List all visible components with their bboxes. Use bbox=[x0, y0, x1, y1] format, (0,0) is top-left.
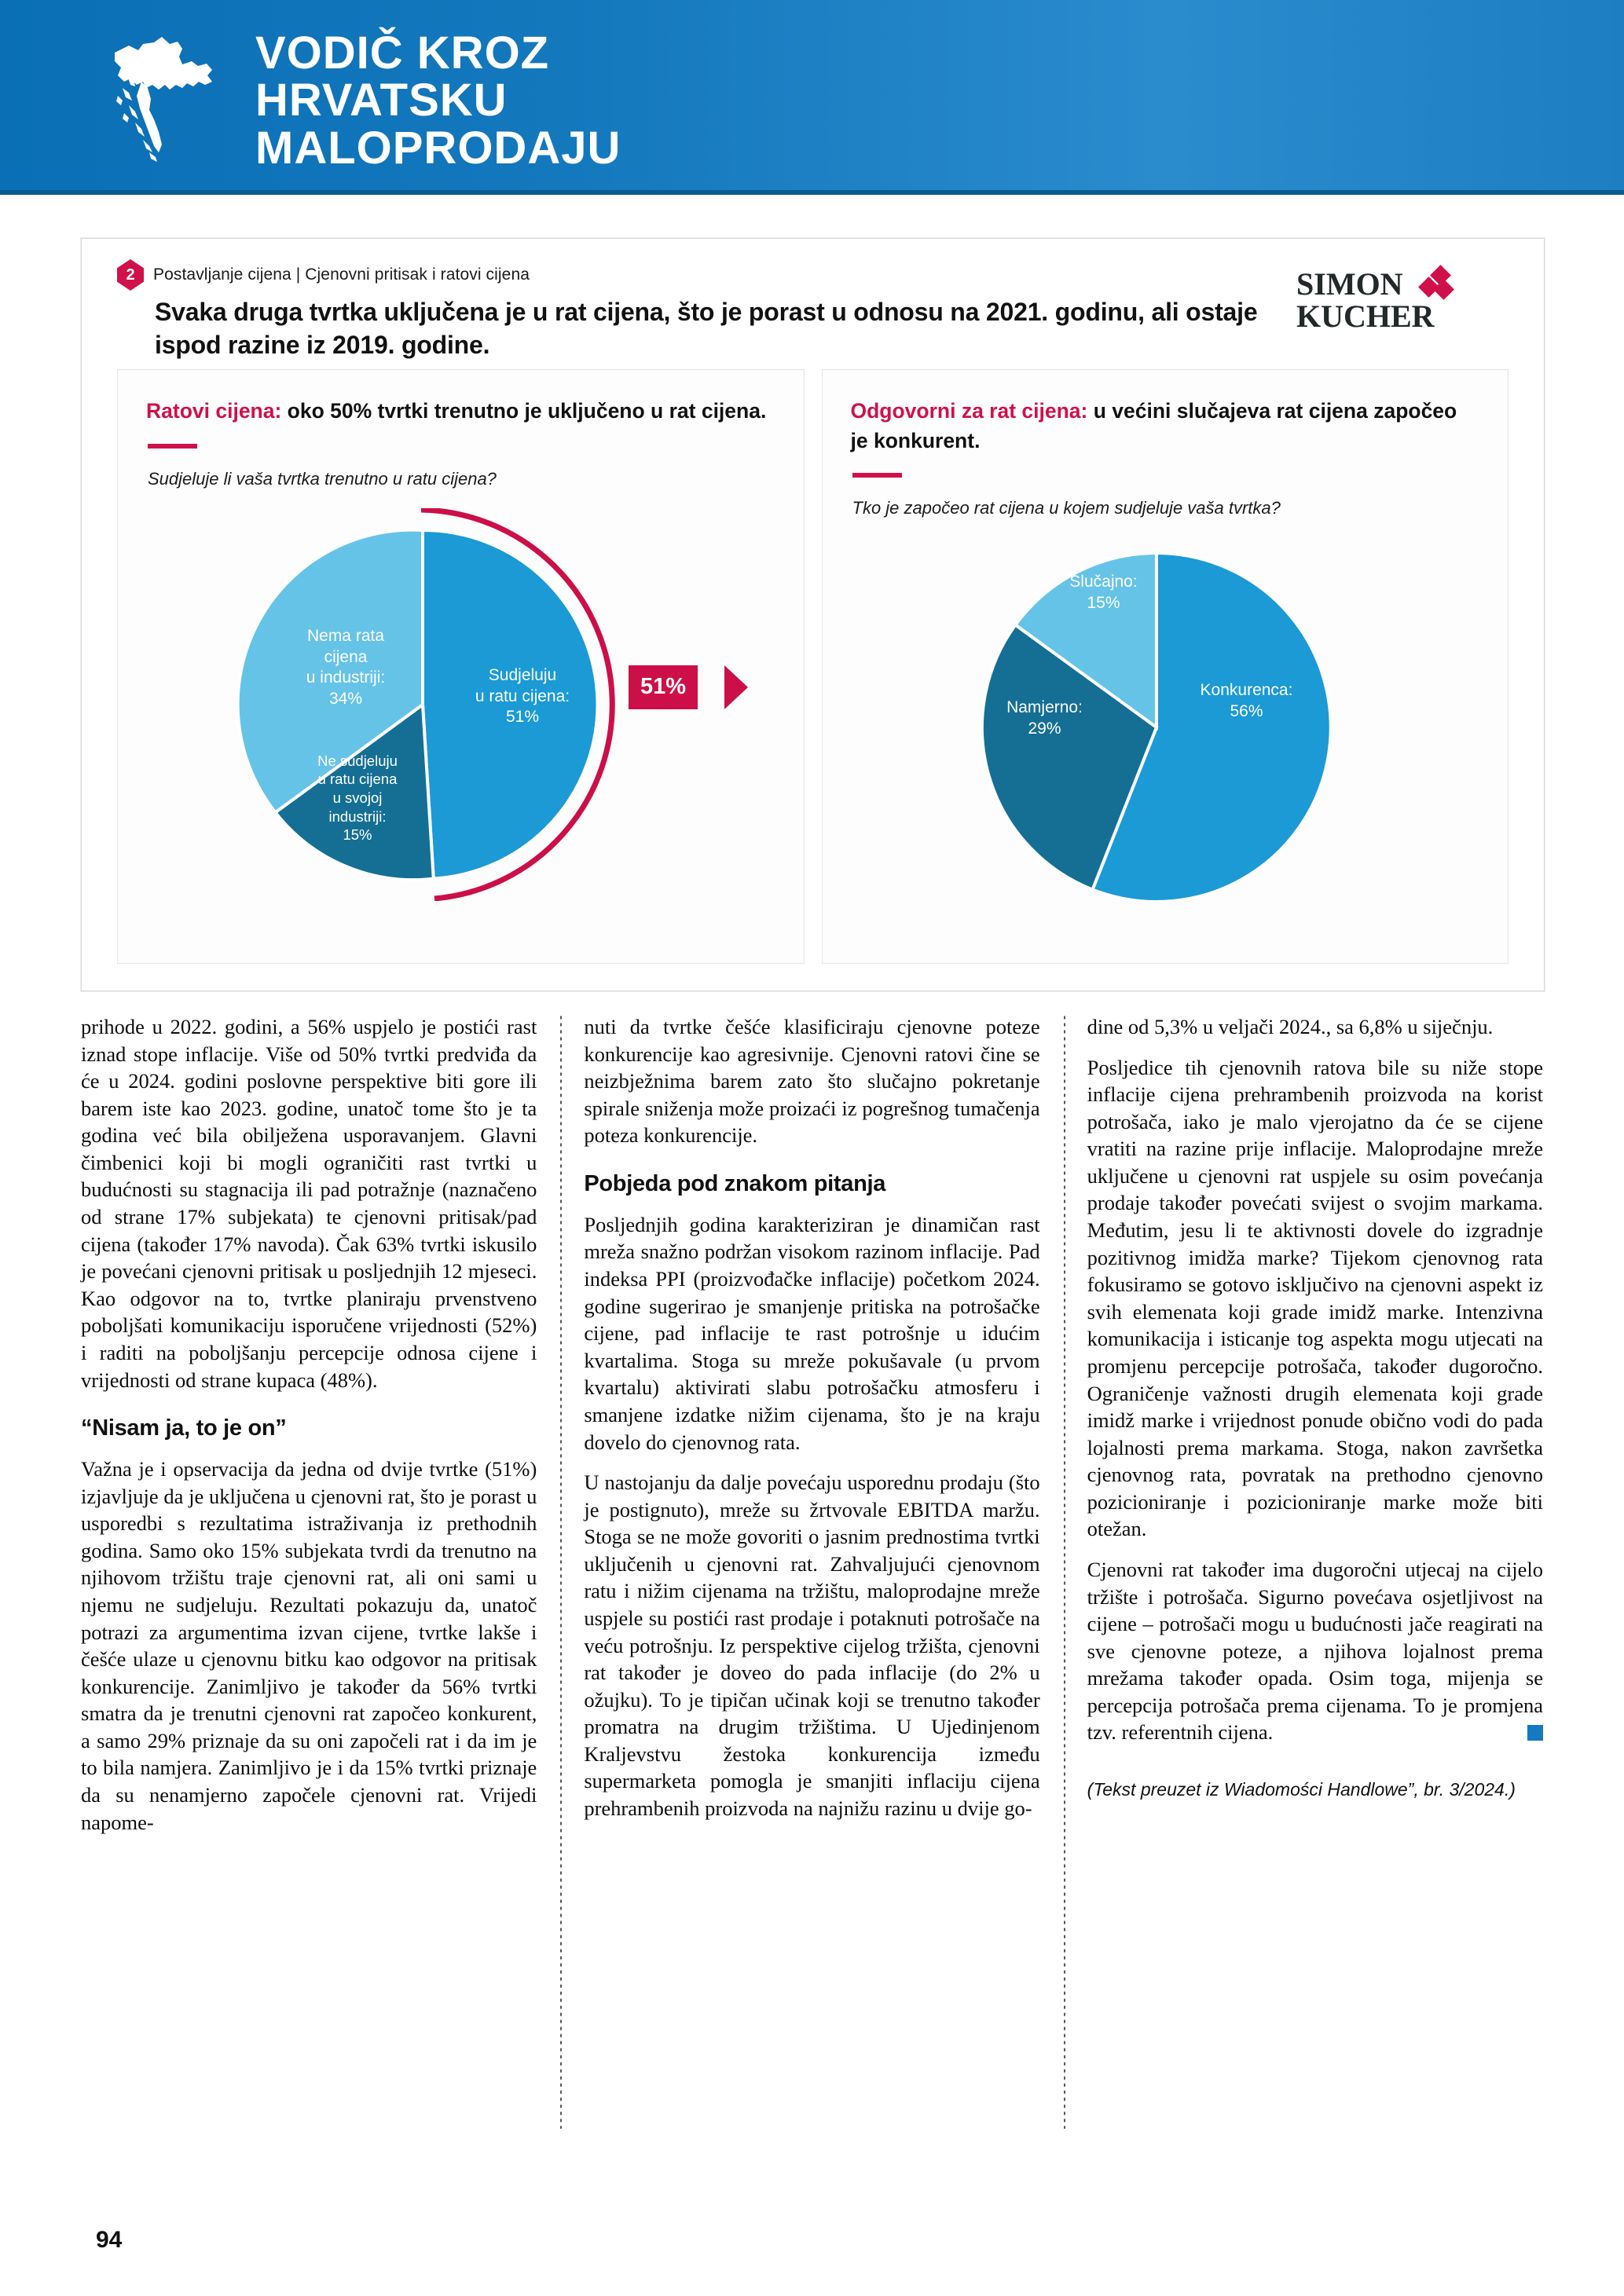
panel-right-question: Tko je započeo rat cijena u kojem sudjel… bbox=[852, 498, 1281, 518]
logo-line-1: SIMON bbox=[1296, 266, 1403, 302]
pie-chart-right: Konkurenca: 56% Namjerno: 29% Slučajno: 15% bbox=[823, 523, 1509, 963]
diamond-mark-icon bbox=[1413, 265, 1454, 301]
paragraph: prihode u 2022. godini, a 56% uspjelo je… bbox=[81, 1015, 537, 1392]
end-of-article-mark bbox=[1527, 1725, 1543, 1741]
article-column-3: dine od 5,3% u veljači 2024., sa 6,8% u … bbox=[1063, 1013, 1543, 2215]
panel-left-title-accent: Ratovi cijena: bbox=[146, 399, 282, 423]
croatia-map-icon bbox=[94, 27, 232, 164]
article-credit: (Tekst preuzet iz Wiadomości Handlowe”, … bbox=[1087, 1779, 1516, 1800]
callout-arrow-icon bbox=[724, 665, 748, 709]
article-body: prihode u 2022. godini, a 56% uspjelo je… bbox=[81, 1013, 1543, 2215]
pie-chart-left: Sudjeluju u ratu cijena: 51% Nema rata cije… bbox=[118, 494, 804, 934]
panel-left-title: Ratovi cijena: oko 50% tvrtki trenutno j… bbox=[146, 397, 775, 427]
card-headline: Svaka druga tvrtka uključena je u rat ci… bbox=[155, 298, 1258, 360]
banner-bottom-rule bbox=[0, 190, 1624, 195]
panel-right-title-rest: u većini slučajeva rat cijena započeo je… bbox=[850, 399, 1457, 452]
breadcrumb-label: Postavljanje cijena | Cjenovni pritisak … bbox=[153, 265, 530, 284]
article-column-2: nuti da tvrtke češće klasificiraju cjeno… bbox=[560, 1013, 1040, 2215]
paragraph: dine od 5,3% u veljači 2024., sa 6,8% u … bbox=[1087, 1015, 1494, 1038]
simon-kucher-logo: SIMON KUCHER bbox=[1296, 265, 1509, 334]
banner-title: VODIČ KROZ HRVATSKU MALOPRODAJU bbox=[255, 27, 621, 172]
banner-title-line-1: VODIČ KROZ bbox=[255, 27, 550, 79]
chart-panel-left: Ratovi cijena: oko 50% tvrtki trenutno j… bbox=[117, 369, 805, 965]
banner-title-line-2: HRVATSKU bbox=[255, 75, 508, 126]
panel-right-rule bbox=[852, 473, 902, 478]
panel-right-title: Odgovorni za rat cijena: u većini slučaj… bbox=[851, 397, 1480, 456]
subheading-pobjeda: Pobjeda pod znakom pitanja bbox=[584, 1170, 886, 1196]
panel-left-question: Sudjeluje li vaša tvrtka trenutno u ratu… bbox=[148, 468, 497, 489]
subheading-nisam-ja: “Nisam ja, to je on” bbox=[81, 1415, 287, 1441]
infographic-card: 2 Postavljanje cijena | Cjenovni pritisa… bbox=[81, 238, 1545, 991]
panel-left-title-rest: oko 50% tvrtki trenutno je uključeno u r… bbox=[281, 399, 767, 423]
callout-badge-51: 51% bbox=[629, 665, 698, 709]
page-number: 94 bbox=[96, 2227, 123, 2253]
logo-line-2: KUCHER bbox=[1296, 298, 1435, 334]
breadcrumb-badge: 2 bbox=[117, 259, 144, 291]
banner-title-line-3: MALOPRODAJU bbox=[255, 122, 621, 174]
paragraph: nuti da tvrtke češće klasificiraju cjeno… bbox=[584, 1015, 1040, 1148]
paragraph: Važna je i opservacija da jedna od dvije… bbox=[81, 1457, 537, 1834]
page-header-banner: VODIČ KROZ HRVATSKU MALOPRODAJU bbox=[0, 0, 1624, 190]
chart-panels: Ratovi cijena: oko 50% tvrtki trenutno j… bbox=[117, 369, 1509, 965]
breadcrumb: 2 Postavljanje cijena | Cjenovni pritisa… bbox=[117, 259, 530, 291]
banner-content: VODIČ KROZ HRVATSKU MALOPRODAJU bbox=[94, 27, 621, 172]
panel-left-rule bbox=[148, 443, 197, 449]
paragraph: Posljedice tih cjenovnih ratova bile su … bbox=[1087, 1055, 1543, 1541]
paragraph: Cjenovni rat također ima dugoročni utjec… bbox=[1087, 1556, 1543, 1746]
chart-panel-right: Odgovorni za rat cijena: u većini slučaj… bbox=[821, 369, 1509, 965]
article-column-1: prihode u 2022. godini, a 56% uspjelo je… bbox=[81, 1013, 537, 2215]
paragraph: U nastojanju da dalje povećaju usporednu… bbox=[584, 1470, 1040, 1821]
card-header: 2 Postavljanje cijena | Cjenovni pritisa… bbox=[82, 239, 1544, 364]
panel-right-title-accent: Odgovorni za rat cijena: bbox=[850, 399, 1088, 423]
paragraph-text: Cjenovni rat također ima dugoročni utjec… bbox=[1087, 1557, 1543, 1745]
paragraph: Posljednjih godina karakteriziran je din… bbox=[584, 1212, 1040, 1454]
